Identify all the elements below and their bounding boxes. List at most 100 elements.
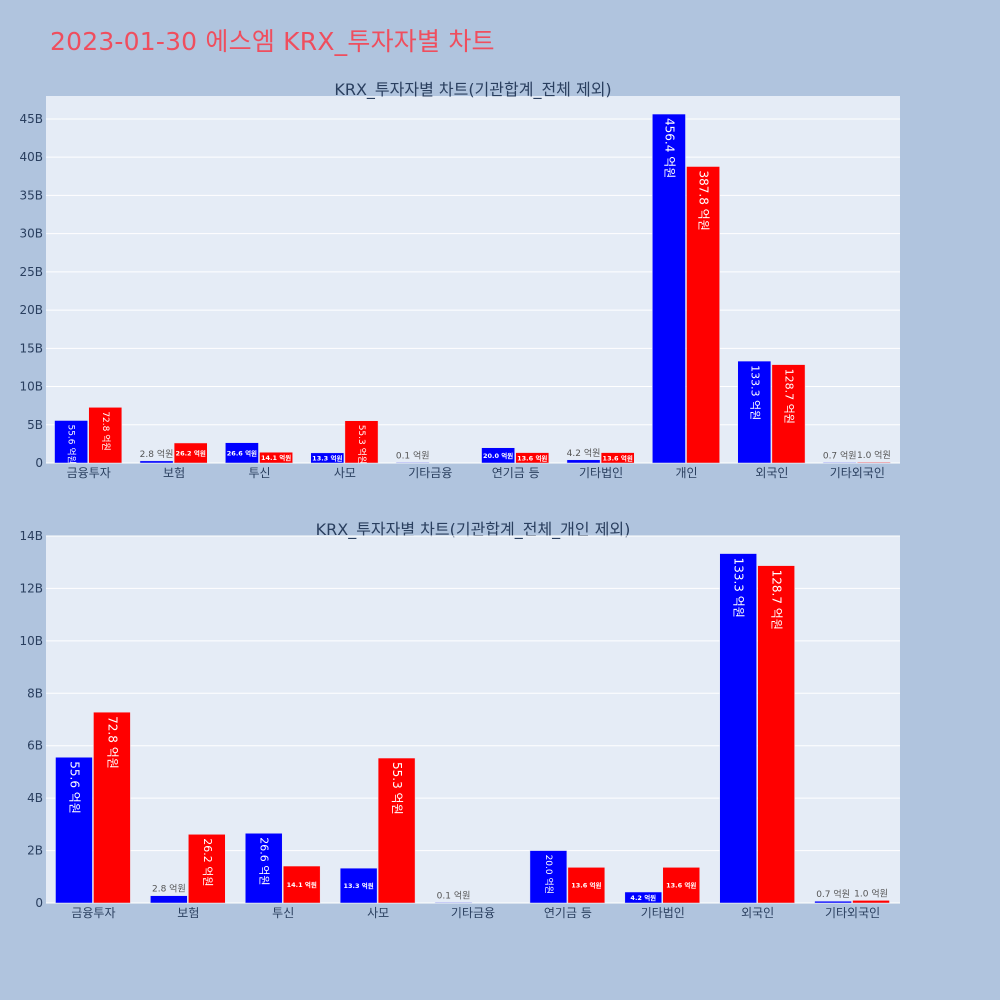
buy-bar — [737, 360, 772, 464]
buy-bar — [566, 459, 601, 464]
sell-bar — [771, 364, 806, 464]
buy-bar — [339, 867, 378, 904]
y-tick-label: 6B — [27, 739, 43, 753]
buy-bar — [395, 462, 430, 464]
buy-bar — [822, 462, 857, 464]
y-tick-label: 2B — [27, 844, 43, 858]
buy-bar — [139, 460, 174, 464]
bar-label: 26.2 억원 — [201, 838, 214, 886]
y-tick-label: 25B — [19, 265, 43, 279]
bar-label: 13.6 억원 — [666, 881, 696, 890]
bar-label: 4.2 억원 — [630, 893, 656, 902]
bar-label: 72.8 억원 — [105, 716, 119, 769]
sell-bar — [662, 867, 700, 904]
buy-bar — [652, 113, 686, 464]
bar-label: 2.8 억원 — [152, 883, 186, 895]
buy-bar — [434, 902, 473, 904]
y-tick-label: 45B — [19, 112, 43, 126]
sell-bar — [857, 461, 891, 464]
sell-bar — [377, 757, 416, 904]
y-tick-label: 40B — [19, 150, 43, 164]
buy-bar — [814, 900, 852, 904]
x-tick-label: 외국인 — [755, 466, 788, 480]
y-tick-label: 0 — [35, 896, 43, 910]
y-tick-label: 4B — [27, 791, 43, 805]
x-tick-label: 외국인 — [741, 906, 774, 920]
sell-bar — [188, 834, 226, 904]
sell-bar — [852, 900, 890, 904]
y-tick-label: 30B — [19, 227, 43, 241]
sell-bar — [173, 442, 208, 464]
y-tick-label: 0 — [35, 456, 43, 470]
buy-bar — [529, 850, 568, 904]
bar-label: 14.1 억원 — [287, 880, 317, 889]
x-tick-label: 개인 — [675, 466, 697, 480]
buy-bar — [310, 452, 345, 464]
bar-label: 20.0 억원 — [483, 451, 513, 460]
x-tick-label: 보험 — [163, 466, 185, 480]
y-tick-label: 20B — [19, 303, 43, 317]
y-tick-label: 5B — [27, 418, 43, 432]
buy-bar — [624, 891, 663, 904]
sell-bar — [686, 166, 720, 464]
x-tick-label: 기타법인 — [641, 906, 685, 920]
bar-label: 128.7 억원 — [782, 369, 795, 424]
bar-label: 128.7 억원 — [770, 570, 784, 630]
x-tick-label: 금융투자 — [67, 466, 111, 480]
sell-bar — [567, 867, 606, 904]
bar-label: 1.0 억원 — [857, 449, 891, 461]
bar-label: 0.7 억원 — [816, 888, 850, 900]
sell-bar — [515, 452, 550, 464]
x-tick-label: 사모 — [367, 906, 389, 920]
x-tick-label: 투신 — [248, 466, 270, 480]
y-tick-label: 8B — [27, 686, 43, 700]
bar-label: 26.6 억원 — [227, 448, 257, 457]
bar-label: 20.0 억원 — [543, 855, 555, 894]
x-tick-label: 기타외국인 — [830, 466, 885, 480]
sell-bar — [757, 565, 795, 904]
x-tick-label: 기타법인 — [579, 466, 623, 480]
x-tick-label: 투신 — [272, 906, 294, 920]
bar-label: 0.7 억원 — [823, 449, 857, 461]
x-tick-label: 기타금융 — [408, 466, 452, 480]
buy-bar — [150, 895, 188, 904]
chart-title: KRX_투자자별 차트(기관합계_전체_개인 제외) — [316, 520, 631, 540]
bar-label: 55.6 억원 — [67, 761, 81, 814]
bar-label: 55.3 억원 — [390, 762, 404, 815]
x-tick-label: 연기금 등 — [544, 906, 592, 920]
bar-label: 2.8 억원 — [140, 448, 174, 460]
bar-label: 13.6 억원 — [571, 881, 601, 890]
bar-label: 13.3 억원 — [312, 453, 342, 462]
bar-label: 55.3 억원 — [356, 425, 368, 464]
buy-bar — [225, 442, 259, 464]
buy-bar — [55, 756, 93, 904]
y-tick-label: 35B — [19, 188, 43, 202]
page-title: 2023-01-30 에스엠 KRX_투자자별 차트 — [50, 27, 495, 56]
bar-label: 13.6 억원 — [603, 453, 633, 462]
y-tick-label: 10B — [19, 634, 43, 648]
bar-label: 26.6 억원 — [258, 837, 271, 885]
chart-title: KRX_투자자별 차트(기관합계_전체 제외) — [334, 80, 611, 100]
bar-label: 133.3 억원 — [732, 558, 746, 618]
bar-label: 13.6 억원 — [517, 453, 547, 462]
x-tick-label: 보험 — [177, 906, 199, 920]
buy-bar — [719, 553, 757, 904]
bar-label: 0.1 억원 — [396, 449, 430, 461]
y-tick-label: 14B — [19, 529, 43, 543]
bar-label: 55.6 억원 — [66, 424, 78, 463]
sell-bar — [88, 407, 123, 464]
bar-label: 26.2 억원 — [176, 448, 206, 457]
buy-bar — [481, 447, 515, 464]
buy-bar — [245, 833, 283, 904]
x-tick-label: 연기금 등 — [492, 466, 540, 480]
sell-bar — [282, 865, 321, 904]
bar-label: 387.8 억원 — [697, 170, 711, 230]
x-tick-label: 기타금융 — [451, 906, 495, 920]
buy-bar — [54, 420, 88, 464]
bar-label: 456.4 억원 — [662, 118, 676, 178]
bar-label: 133.3 억원 — [748, 365, 761, 420]
y-tick-label: 12B — [19, 581, 43, 595]
sell-bar — [600, 452, 635, 464]
